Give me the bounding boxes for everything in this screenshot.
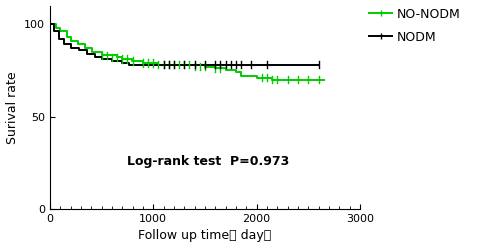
Legend: NO-NODM, NODM: NO-NODM, NODM <box>370 8 460 44</box>
Text: Log-rank test  P=0.973: Log-rank test P=0.973 <box>128 155 290 168</box>
X-axis label: Follow up time（ day）: Follow up time（ day） <box>138 229 272 243</box>
Y-axis label: Surival rate: Surival rate <box>6 71 18 144</box>
